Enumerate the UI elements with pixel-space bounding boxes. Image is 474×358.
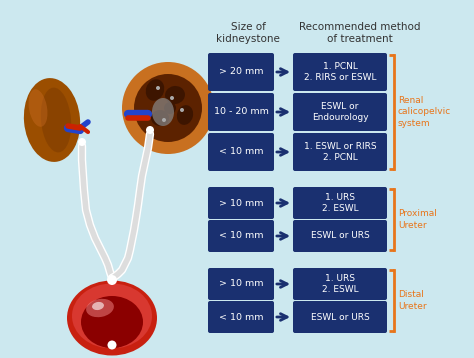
FancyBboxPatch shape (208, 133, 274, 171)
Ellipse shape (81, 296, 143, 348)
Ellipse shape (146, 126, 154, 134)
FancyBboxPatch shape (293, 133, 387, 171)
Text: ESWL or URS: ESWL or URS (310, 232, 369, 241)
Text: > 20 mm: > 20 mm (219, 68, 263, 77)
Text: ESWL or
Endourology: ESWL or Endourology (312, 102, 368, 122)
Ellipse shape (164, 102, 176, 114)
Ellipse shape (151, 110, 169, 126)
Ellipse shape (86, 299, 114, 317)
Ellipse shape (28, 89, 47, 127)
Text: Size of
kidneystone: Size of kidneystone (216, 22, 280, 44)
Ellipse shape (170, 96, 174, 100)
Text: > 10 mm: > 10 mm (219, 280, 263, 289)
Text: 10 - 20 mm: 10 - 20 mm (214, 107, 268, 116)
Text: Distal
Ureter: Distal Ureter (398, 290, 427, 311)
FancyBboxPatch shape (293, 268, 387, 300)
FancyBboxPatch shape (208, 268, 274, 300)
Text: 1. URS
2. ESWL: 1. URS 2. ESWL (322, 193, 358, 213)
FancyBboxPatch shape (293, 93, 387, 131)
Ellipse shape (78, 138, 86, 146)
Text: 1. ESWL or RIRS
2. PCNL: 1. ESWL or RIRS 2. PCNL (304, 142, 376, 162)
Text: 1. URS
2. ESWL: 1. URS 2. ESWL (322, 274, 358, 294)
Text: Recommended method
of treatment: Recommended method of treatment (299, 22, 421, 44)
Ellipse shape (146, 79, 164, 101)
FancyBboxPatch shape (208, 53, 274, 91)
Text: < 10 mm: < 10 mm (219, 232, 263, 241)
Ellipse shape (107, 275, 117, 285)
Ellipse shape (165, 86, 185, 104)
FancyBboxPatch shape (293, 187, 387, 219)
Text: Renal
calicopelvic
system: Renal calicopelvic system (398, 96, 451, 128)
Ellipse shape (134, 74, 202, 142)
FancyBboxPatch shape (293, 301, 387, 333)
Text: > 10 mm: > 10 mm (219, 198, 263, 208)
Ellipse shape (41, 88, 71, 153)
FancyBboxPatch shape (293, 220, 387, 252)
Ellipse shape (24, 78, 80, 162)
Text: < 10 mm: < 10 mm (219, 313, 263, 321)
FancyBboxPatch shape (208, 93, 274, 131)
Ellipse shape (92, 302, 104, 310)
FancyBboxPatch shape (208, 187, 274, 219)
Ellipse shape (162, 118, 166, 122)
Ellipse shape (108, 340, 117, 349)
Ellipse shape (180, 108, 184, 112)
Ellipse shape (67, 281, 157, 355)
Ellipse shape (152, 98, 174, 126)
Text: < 10 mm: < 10 mm (219, 147, 263, 156)
Text: ESWL or URS: ESWL or URS (310, 313, 369, 321)
FancyBboxPatch shape (208, 301, 274, 333)
FancyBboxPatch shape (293, 53, 387, 91)
Ellipse shape (104, 345, 120, 355)
Text: Proximal
Ureter: Proximal Ureter (398, 209, 437, 230)
Ellipse shape (72, 284, 152, 348)
Ellipse shape (177, 105, 193, 125)
Ellipse shape (122, 62, 214, 154)
Ellipse shape (156, 86, 160, 90)
Text: 1. PCNL
2. RIRS or ESWL: 1. PCNL 2. RIRS or ESWL (304, 62, 376, 82)
FancyBboxPatch shape (208, 220, 274, 252)
